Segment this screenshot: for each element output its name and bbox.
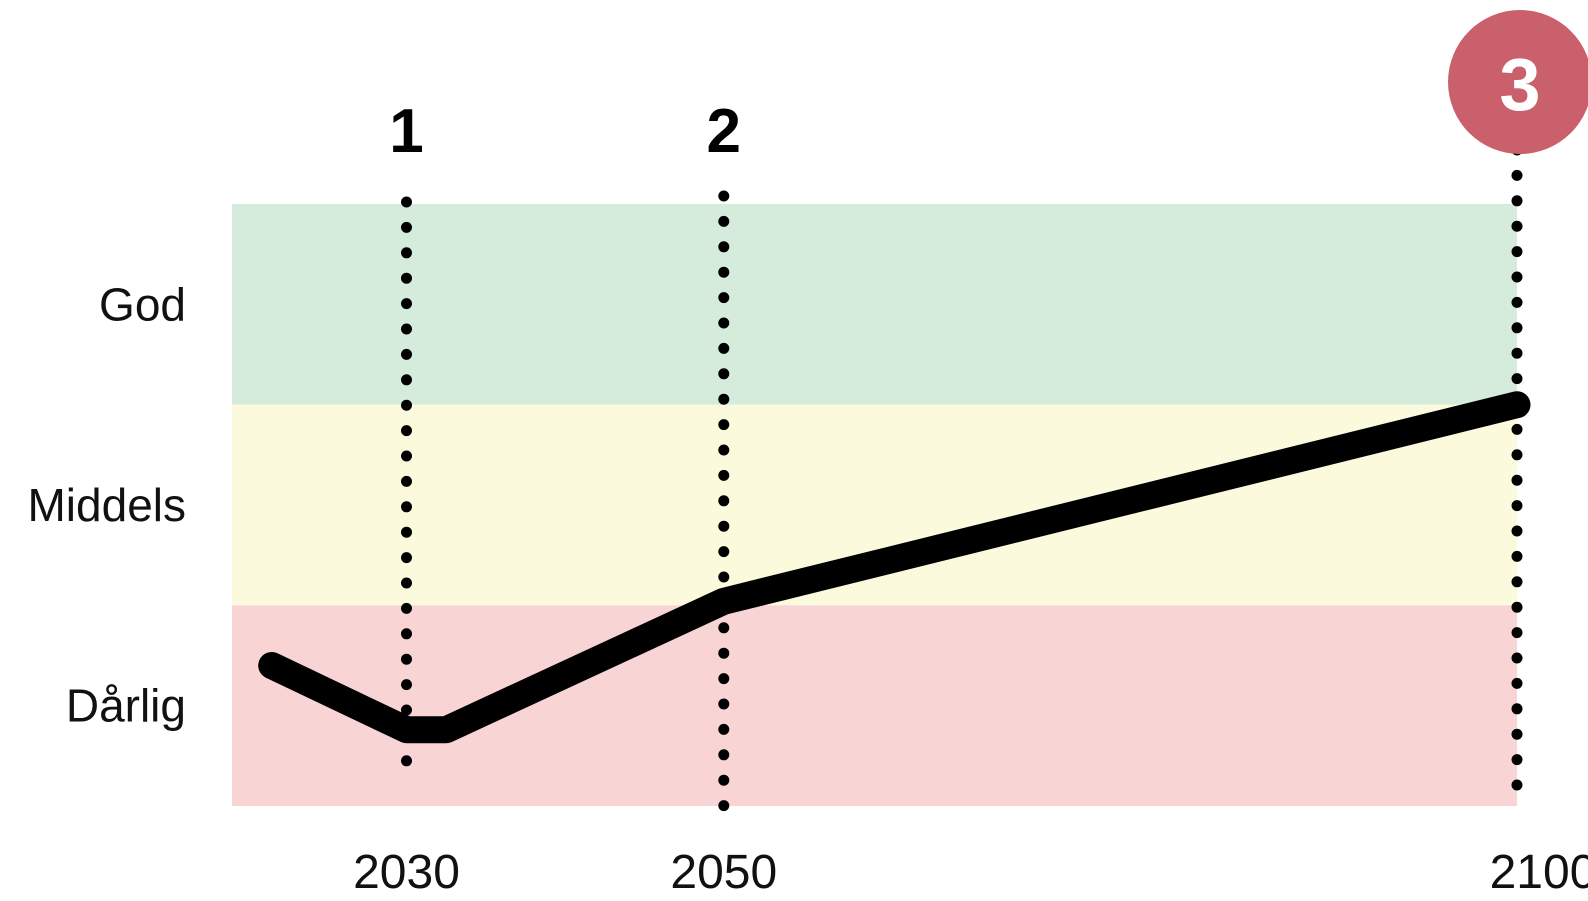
x-tick-labels: 2030 2050 2100	[353, 846, 1588, 899]
milestone-markers: 1 2 3	[389, 10, 1588, 166]
x-tick-label: 2100	[1490, 846, 1588, 899]
series-lines	[258, 391, 1531, 744]
x-tick-label: 2050	[670, 846, 777, 899]
milestone-label: 1	[389, 97, 423, 166]
milestone-label: 2	[707, 97, 741, 166]
milestone-lines	[401, 144, 1523, 812]
band-label: Middels	[27, 479, 186, 531]
x-tick-label: 2030	[353, 846, 460, 899]
milestone-badge	[1448, 10, 1588, 154]
milestone-label: 3	[1499, 43, 1540, 126]
series-line-0	[258, 391, 1531, 744]
band-0	[232, 204, 1517, 405]
quality-bands	[232, 204, 1517, 806]
band-label: Dårlig	[66, 680, 186, 732]
band-label: God	[99, 278, 186, 330]
band-labels: God Middels Dårlig	[27, 278, 186, 731]
band-2	[232, 605, 1517, 806]
